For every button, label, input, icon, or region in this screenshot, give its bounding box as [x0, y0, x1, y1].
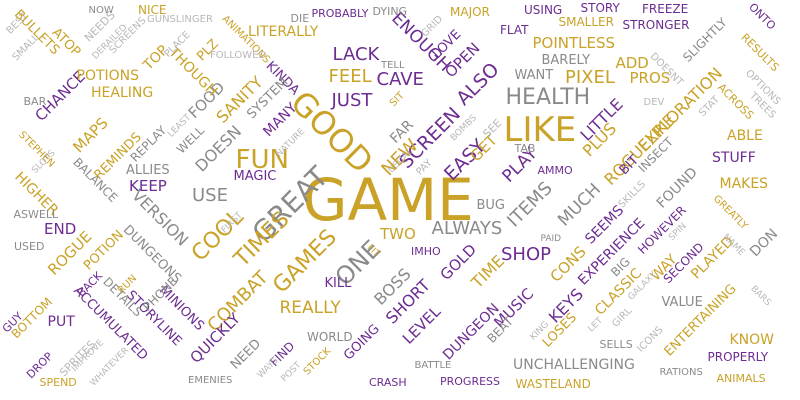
word-smaller: SMALLER [558, 15, 614, 29]
word-add: ADD [615, 53, 649, 72]
word-able: ABLE [727, 128, 763, 144]
word-feel: FEEL [328, 66, 372, 87]
word-bug: BUG [476, 197, 506, 213]
word-just: JUST [331, 90, 373, 111]
word-followed: FOLLOWED [210, 50, 267, 61]
word-die: DIE [290, 11, 310, 25]
word-imho: IMHO [411, 244, 441, 258]
word-now: NOW [88, 5, 114, 16]
word-unchallenging: UNCHALLENGING [513, 357, 635, 373]
word-magic: MAGIC [233, 168, 277, 184]
word-cave: CAVE [376, 69, 424, 90]
word-stronger: STRONGER [622, 18, 690, 32]
word-put: PUT [47, 314, 75, 330]
word-wasteland: WASTELAND [515, 377, 591, 391]
word-don: DON [747, 225, 782, 261]
word-literally: LITERALLY [248, 24, 319, 40]
word-tab: TAB [514, 141, 536, 155]
word-animals: ANIMALS [716, 371, 766, 385]
word-time: TIME [467, 251, 509, 292]
word-dev: DEV [643, 97, 665, 108]
word-keep: KEEP [129, 176, 167, 195]
word-story: STORY [580, 1, 620, 15]
word-bar: BAR [23, 94, 47, 108]
word-like: LIKE [503, 110, 577, 150]
word-results: RESULTS [738, 30, 782, 74]
word-two: TWO [380, 224, 416, 243]
word-gunslinger: GUNSLINGER [147, 14, 213, 25]
word-nature: NATURE [274, 126, 308, 159]
word-really: REALLY [279, 297, 341, 318]
word-battle: BATTLE [414, 360, 452, 371]
word-pixel: PIXEL [565, 67, 615, 88]
word-progress: PROGRESS [440, 374, 501, 388]
word-stock: STOCK [301, 345, 334, 378]
word-allies: ALLIES [126, 162, 170, 178]
word-post: POST [279, 359, 304, 384]
word-rations: RATIONS [659, 367, 703, 378]
word-paid: PAID [540, 233, 562, 244]
word-icons: ICONS [635, 324, 666, 355]
word-pointless: POINTLESS [532, 33, 616, 52]
word-let: LET [586, 315, 606, 334]
word-major: MAJOR [450, 5, 490, 19]
word-used: USED [14, 239, 45, 253]
word-tell: TELL [381, 60, 405, 71]
word-maps: MAPS [69, 113, 112, 156]
word-grid: GRID [418, 13, 445, 40]
word-top: TOP [140, 42, 172, 74]
word-potions: POTIONS [76, 68, 140, 84]
word-probably: PROBABLY [311, 6, 369, 20]
word-want: WANT [514, 67, 554, 83]
word-dying: DYING [372, 4, 408, 18]
word-healing: HEALING [91, 85, 154, 101]
word-shop: SHOP [501, 244, 551, 265]
word-aswell: ASWELL [13, 207, 59, 221]
word-lack: LACK [332, 44, 380, 65]
word-emenies: EMENIES [188, 375, 233, 386]
word-game: GAME [302, 166, 474, 234]
word-stuff: STUFF [712, 150, 756, 166]
word-nice: NICE [138, 3, 167, 17]
word-sit: SIT [387, 90, 407, 109]
word-flat: FLAT [500, 23, 529, 37]
word-greatly: GREATLY [710, 193, 750, 232]
word-ammo: AMMO [537, 163, 573, 177]
word-fun: FUN [235, 145, 289, 175]
word-properly: PROPERLY [707, 350, 769, 364]
word-girl: GIRL [609, 305, 634, 330]
word-items: ITEMS [502, 177, 557, 232]
word-end: END [44, 219, 77, 238]
word-bars: BARS [748, 283, 773, 308]
word-kill: KILL [324, 275, 352, 291]
word-health: HEALTH [505, 85, 591, 110]
word-skills: SKILLS [616, 178, 648, 211]
word-barely: BARELY [541, 52, 591, 68]
word-always: ALWAYS [431, 218, 503, 239]
word-use: USE [192, 185, 228, 206]
word-freeze: FREEZE [642, 2, 689, 16]
word-know: KNOW [729, 332, 775, 348]
word-need: NEED [227, 335, 265, 373]
word-crash: CRASH [369, 375, 407, 389]
word-makes: MAKES [719, 176, 769, 192]
word-entertaining: ENTERTAINING [661, 281, 740, 359]
word-value: VALUE [661, 294, 703, 310]
word-world: WORLD [307, 330, 353, 344]
word-pros: PROS [629, 68, 671, 87]
word-spend: SPEND [39, 375, 77, 389]
word-sells: SELLS [599, 337, 633, 351]
word-using: USING [524, 3, 563, 17]
word-onto: ONTO [746, 0, 779, 33]
